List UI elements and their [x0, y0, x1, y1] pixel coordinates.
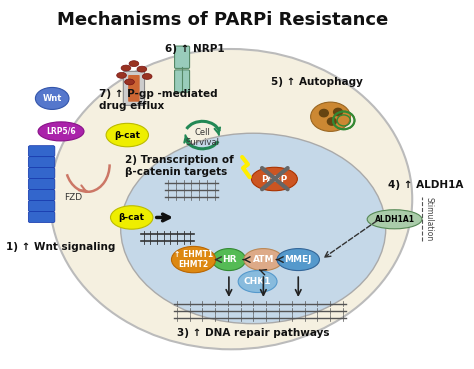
FancyBboxPatch shape [28, 168, 55, 179]
FancyBboxPatch shape [174, 46, 190, 68]
Ellipse shape [36, 87, 69, 110]
Text: FZD: FZD [64, 193, 82, 202]
Text: β-cat: β-cat [114, 131, 140, 139]
Text: LRP5/6: LRP5/6 [46, 127, 76, 136]
Text: β-cat: β-cat [118, 213, 145, 222]
Ellipse shape [212, 249, 246, 270]
Ellipse shape [129, 61, 139, 66]
FancyBboxPatch shape [28, 201, 55, 211]
Circle shape [334, 108, 342, 115]
Text: HR: HR [222, 255, 236, 264]
Circle shape [328, 118, 336, 125]
FancyBboxPatch shape [128, 75, 140, 102]
Text: ALDH1A1: ALDH1A1 [374, 215, 415, 224]
Ellipse shape [117, 72, 127, 78]
Ellipse shape [38, 122, 84, 141]
Text: MMEJ: MMEJ [284, 255, 312, 264]
Ellipse shape [310, 102, 350, 131]
Text: 4) ↑ ALDH1A: 4) ↑ ALDH1A [388, 179, 463, 190]
Ellipse shape [367, 210, 422, 229]
Text: Mechanisms of PARPi Resistance: Mechanisms of PARPi Resistance [57, 11, 388, 28]
Ellipse shape [125, 79, 134, 85]
Ellipse shape [251, 167, 297, 191]
Ellipse shape [121, 133, 386, 324]
Ellipse shape [172, 246, 216, 273]
Text: Stimulation: Stimulation [425, 197, 434, 241]
Text: 1) ↑ Wnt signaling: 1) ↑ Wnt signaling [6, 242, 115, 252]
Circle shape [319, 110, 328, 117]
Text: 5) ↑ Autophagy: 5) ↑ Autophagy [271, 77, 363, 87]
Text: 7) ↑ P-gp -mediated
drug efflux: 7) ↑ P-gp -mediated drug efflux [99, 89, 217, 111]
FancyBboxPatch shape [174, 70, 190, 92]
Text: Wnt: Wnt [43, 94, 62, 103]
FancyBboxPatch shape [28, 211, 55, 223]
Ellipse shape [50, 49, 412, 349]
Text: CHK1: CHK1 [244, 277, 271, 286]
Text: 3) ↑ DNA repair pathways: 3) ↑ DNA repair pathways [177, 328, 329, 338]
FancyBboxPatch shape [123, 71, 145, 106]
Text: Cell
Survival: Cell Survival [185, 128, 219, 147]
Ellipse shape [110, 206, 153, 229]
FancyBboxPatch shape [28, 190, 55, 201]
Text: PARP: PARP [261, 175, 288, 183]
Ellipse shape [106, 123, 148, 147]
Text: 6) ↑ NRP1: 6) ↑ NRP1 [165, 44, 225, 54]
Ellipse shape [238, 270, 277, 293]
Ellipse shape [244, 249, 283, 270]
Ellipse shape [277, 249, 319, 270]
Ellipse shape [137, 66, 147, 72]
Text: ↑ EHMT1
EHMT2: ↑ EHMT1 EHMT2 [174, 250, 213, 269]
Text: 2) Transcription of
β-catenin targets: 2) Transcription of β-catenin targets [125, 155, 234, 177]
FancyBboxPatch shape [28, 146, 55, 157]
Ellipse shape [142, 73, 152, 79]
Ellipse shape [121, 65, 131, 71]
Text: ATM: ATM [253, 255, 274, 264]
FancyBboxPatch shape [28, 157, 55, 168]
FancyBboxPatch shape [28, 179, 55, 190]
